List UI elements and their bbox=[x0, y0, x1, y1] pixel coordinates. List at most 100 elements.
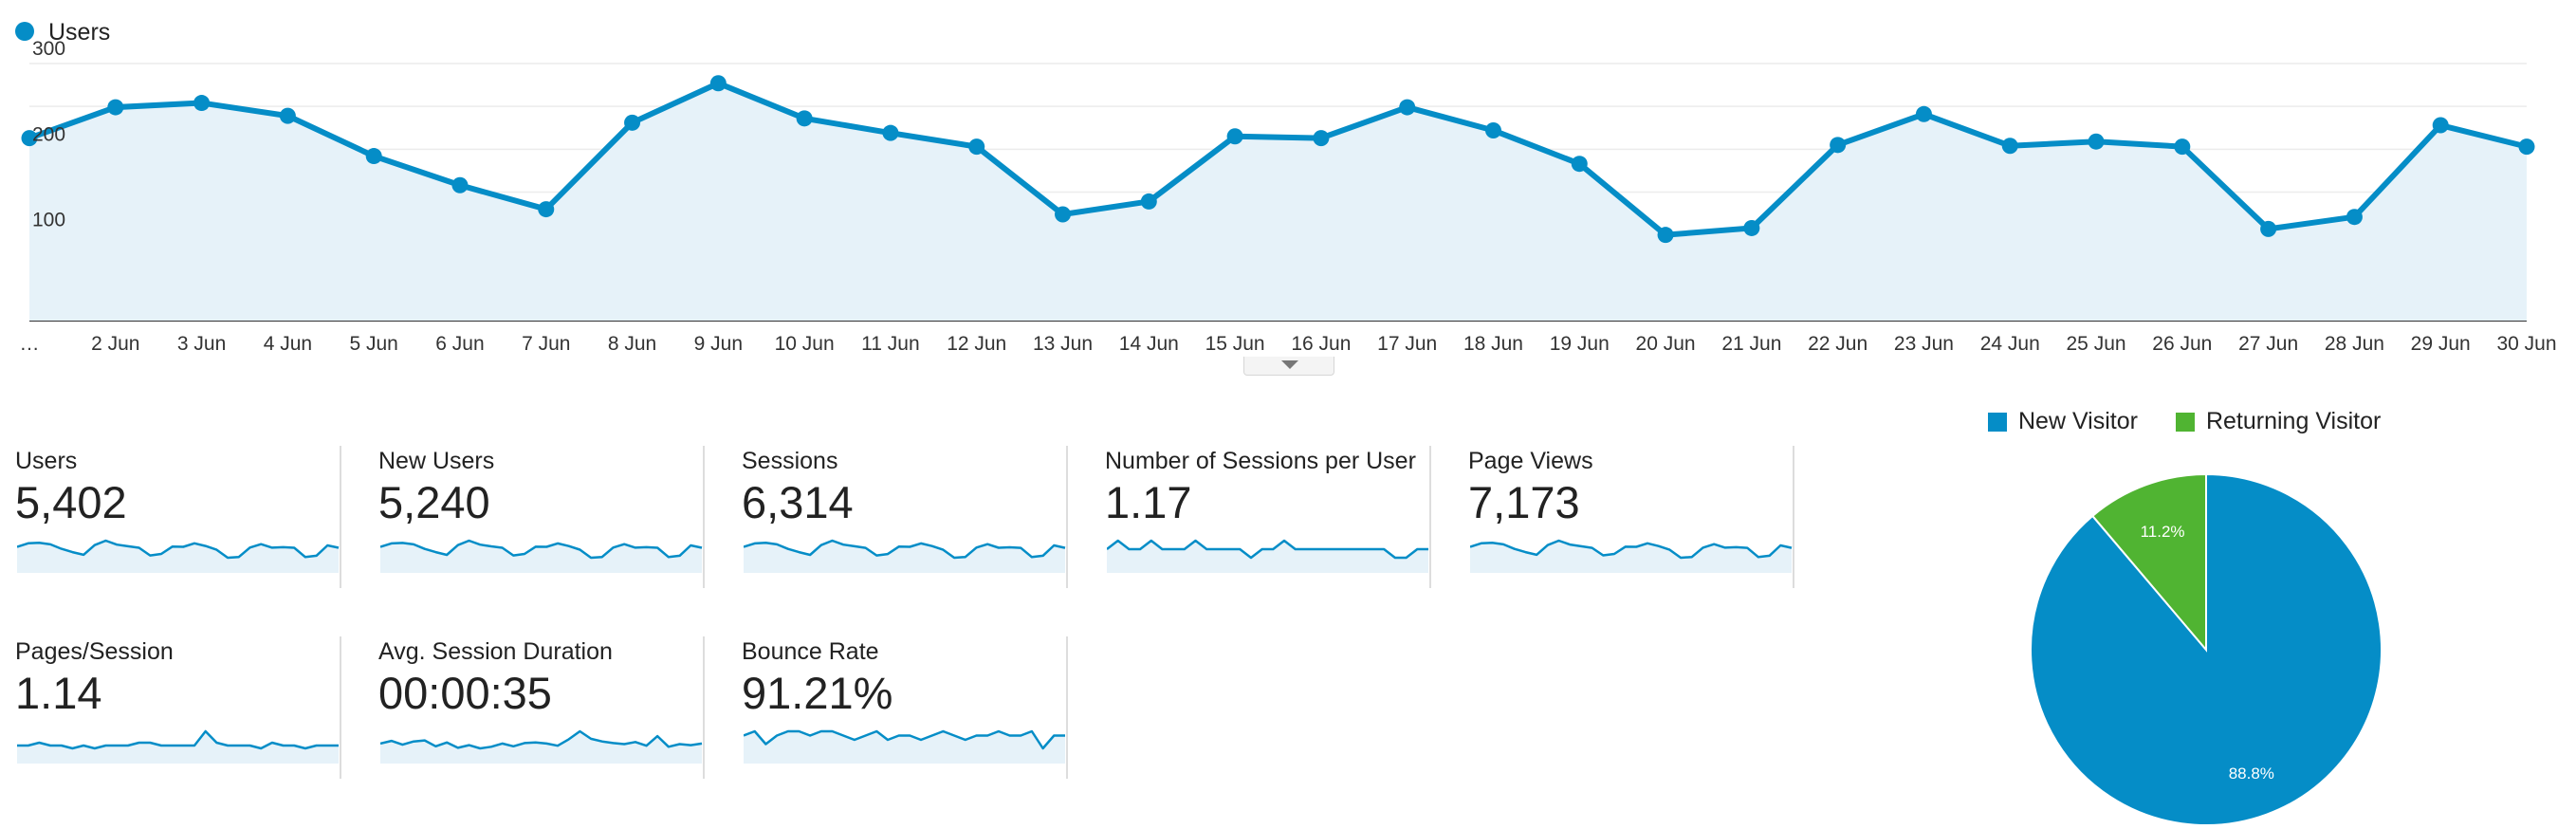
metric-sparkline bbox=[744, 729, 1065, 764]
x-tick-label: 15 Jun bbox=[1205, 333, 1265, 355]
metric-sparkline bbox=[17, 729, 339, 764]
x-tick-label: 13 Jun bbox=[1033, 333, 1093, 355]
metric-label: New Users bbox=[378, 448, 495, 474]
data-point[interactable] bbox=[1830, 137, 1847, 154]
x-tick-label: 25 Jun bbox=[2067, 333, 2126, 355]
metric-value: 6,314 bbox=[742, 477, 854, 527]
data-point[interactable] bbox=[624, 114, 641, 131]
pie-legend: New Visitor Returning Visitor bbox=[1988, 408, 2381, 435]
data-point[interactable] bbox=[796, 110, 813, 127]
y-tick-label: 300 bbox=[32, 38, 65, 60]
x-tick-label: 30 Jun bbox=[2496, 333, 2556, 355]
data-point[interactable] bbox=[1571, 156, 1588, 173]
metric-value: 7,173 bbox=[1468, 477, 1580, 527]
users-line-chart: Users 100 200 300 … 2 Jun 3 Jun 4 Jun 5 Jun 6 J… bbox=[15, 19, 2557, 355]
x-tick-label: 27 Jun bbox=[2238, 333, 2298, 355]
metric-value: 1.17 bbox=[1105, 477, 1192, 527]
sparkline-line bbox=[744, 539, 1066, 560]
pie-slice-returning-visitor[interactable] bbox=[2090, 472, 2207, 653]
sparkline-area bbox=[1470, 541, 1792, 573]
metric-users[interactable]: Users 5,402 bbox=[0, 446, 341, 588]
x-tick-label: 7 Jun bbox=[522, 333, 570, 355]
series-area bbox=[29, 83, 2527, 321]
data-point[interactable] bbox=[1055, 206, 1072, 223]
x-tick-label: 14 Jun bbox=[1119, 333, 1179, 355]
data-point[interactable] bbox=[21, 130, 38, 147]
sparkline-area bbox=[744, 541, 1065, 573]
x-tick-label: 10 Jun bbox=[775, 333, 835, 355]
x-tick-label: 22 Jun bbox=[1808, 333, 1868, 355]
chart-legend[interactable]: Users bbox=[15, 19, 110, 46]
data-point[interactable] bbox=[2432, 117, 2449, 134]
data-point[interactable] bbox=[2260, 220, 2277, 237]
legend-item-new-visitor[interactable]: New Visitor bbox=[1988, 408, 2138, 435]
metric-new-users[interactable]: New Users 5,240 bbox=[363, 446, 705, 588]
legend-new-visitor-label: New Visitor bbox=[2018, 408, 2138, 434]
data-point[interactable] bbox=[538, 201, 555, 218]
sparkline-line bbox=[380, 539, 703, 560]
legend-users-label: Users bbox=[48, 19, 110, 46]
metric-avg-session-duration[interactable]: Avg. Session Duration 00:00:35 bbox=[363, 636, 705, 779]
x-tick-label: 3 Jun bbox=[177, 333, 226, 355]
data-point[interactable] bbox=[1743, 219, 1760, 236]
data-point[interactable] bbox=[1226, 128, 1243, 145]
metric-sparkline bbox=[1470, 539, 1793, 573]
data-point[interactable] bbox=[107, 99, 124, 116]
x-tick-label: 18 Jun bbox=[1463, 333, 1523, 355]
chart-expand-toggle[interactable] bbox=[1243, 357, 1334, 376]
x-tick-label: 8 Jun bbox=[608, 333, 656, 355]
x-tick-label: 28 Jun bbox=[2325, 333, 2384, 355]
x-tick-label: 11 Jun bbox=[861, 333, 920, 355]
data-point[interactable] bbox=[1484, 121, 1501, 138]
legend-item-returning-visitor[interactable]: Returning Visitor bbox=[2175, 408, 2381, 435]
x-tick-label: … bbox=[20, 333, 40, 355]
metric-sparkline bbox=[17, 539, 340, 573]
metric-bounce-rate[interactable]: Bounce Rate 91.21% bbox=[727, 636, 1068, 779]
data-point[interactable] bbox=[365, 148, 382, 165]
data-point[interactable] bbox=[709, 75, 727, 92]
x-tick-label: 5 Jun bbox=[349, 333, 397, 355]
data-point[interactable] bbox=[2001, 138, 2018, 155]
data-point[interactable] bbox=[2174, 138, 2191, 156]
metric-label: Sessions bbox=[742, 448, 838, 474]
sparkline-area bbox=[17, 731, 339, 764]
data-point[interactable] bbox=[2088, 133, 2105, 150]
y-tick-label: 200 bbox=[32, 123, 65, 145]
data-point[interactable] bbox=[882, 124, 899, 141]
sparkline-area bbox=[744, 731, 1065, 764]
data-point[interactable] bbox=[1915, 105, 1932, 122]
data-point[interactable] bbox=[2346, 209, 2363, 226]
x-tick-label: 20 Jun bbox=[1636, 333, 1696, 355]
sparkline-area bbox=[17, 541, 339, 573]
data-point[interactable] bbox=[451, 176, 469, 193]
sparkline-line bbox=[1470, 539, 1793, 560]
x-tick-label: 6 Jun bbox=[435, 333, 484, 355]
data-point[interactable] bbox=[1140, 193, 1157, 210]
new-visitor-swatch-icon bbox=[1988, 412, 2007, 432]
metric-label: Pages/Session bbox=[15, 638, 174, 665]
metric-value: 91.21% bbox=[742, 668, 893, 718]
data-point[interactable] bbox=[2518, 138, 2535, 156]
sparkline-line bbox=[17, 539, 340, 560]
returning-visitor-swatch-icon bbox=[2175, 412, 2195, 432]
x-tick-label: 19 Jun bbox=[1550, 333, 1610, 355]
data-point[interactable] bbox=[968, 138, 985, 156]
sparkline-line bbox=[17, 729, 339, 750]
x-tick-label: 23 Jun bbox=[1894, 333, 1954, 355]
metric-sparkline bbox=[380, 539, 703, 573]
data-point[interactable] bbox=[193, 95, 211, 112]
metric-label: Users bbox=[15, 448, 78, 474]
data-point[interactable] bbox=[279, 107, 296, 124]
metric-pages-per-session[interactable]: Pages/Session 1.14 bbox=[0, 636, 341, 779]
metric-sessions[interactable]: Sessions 6,314 bbox=[727, 446, 1068, 588]
metric-sessions-per-user[interactable]: Number of Sessions per User 1.17 bbox=[1090, 446, 1431, 588]
sparkline-area bbox=[380, 541, 702, 573]
metric-value: 00:00:35 bbox=[378, 668, 552, 718]
x-tick-label: 21 Jun bbox=[1721, 333, 1781, 355]
data-point[interactable] bbox=[1657, 227, 1674, 244]
data-point[interactable] bbox=[1313, 130, 1330, 147]
visitor-type-pie-chart: 88.8% 11.2% bbox=[2030, 472, 2383, 826]
x-tick-label: 24 Jun bbox=[1980, 333, 2040, 355]
metric-page-views[interactable]: Page Views 7,173 bbox=[1453, 446, 1794, 588]
data-point[interactable] bbox=[1399, 99, 1416, 116]
